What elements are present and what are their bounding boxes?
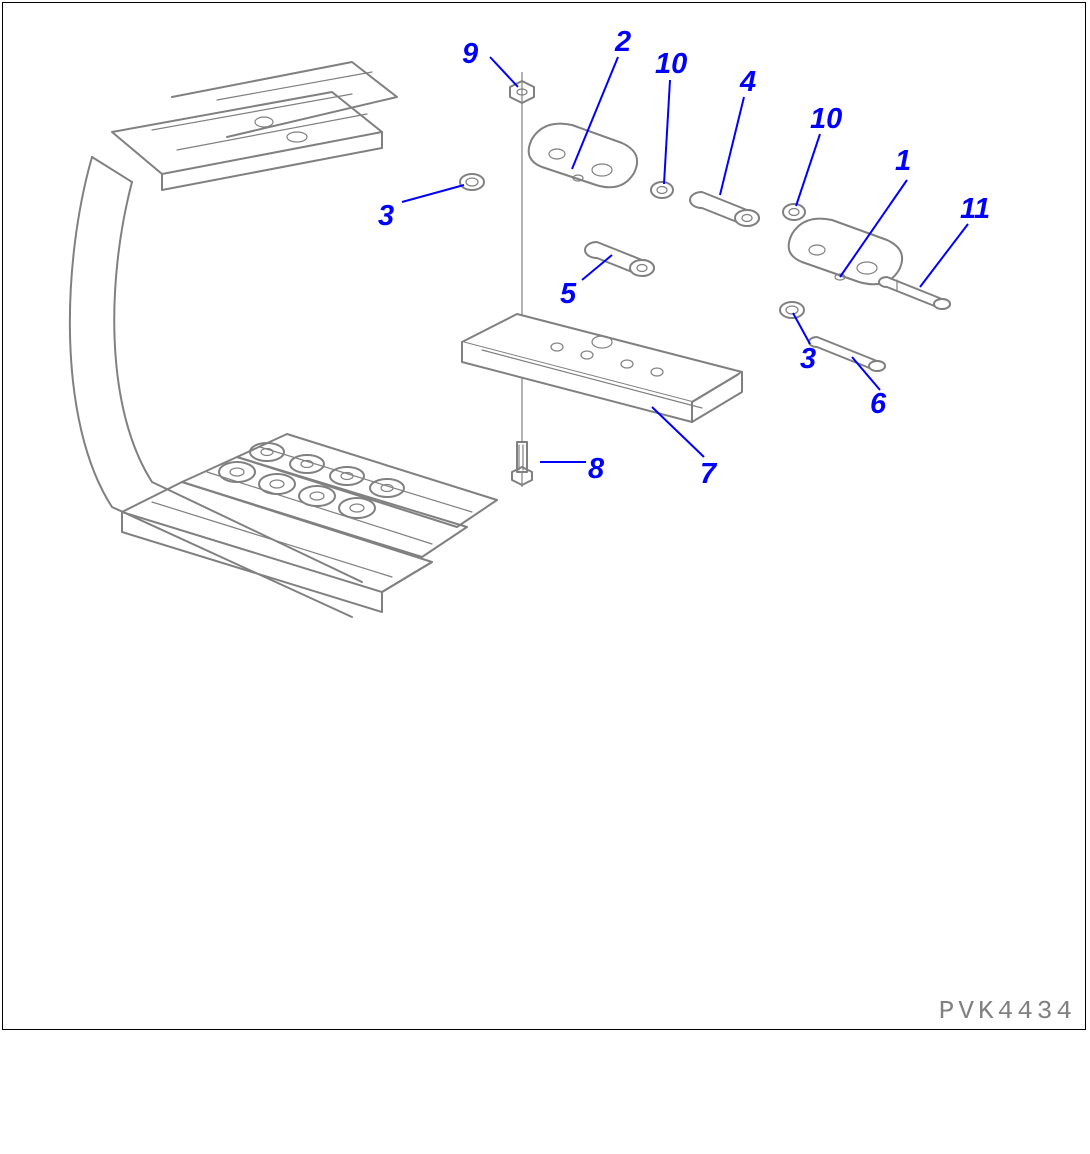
callout-2: 2 — [615, 28, 631, 57]
callout-4: 4 — [740, 68, 756, 97]
diagram-canvas: 1 2 3 3 4 5 6 7 8 9 10 10 11 PVK4434 — [0, 0, 1090, 1154]
callout-10b: 10 — [810, 105, 842, 134]
callout-3a: 3 — [378, 202, 394, 231]
callout-10a: 10 — [655, 50, 687, 79]
callout-5: 5 — [560, 280, 576, 309]
drawing-id: PVK4434 — [939, 996, 1076, 1026]
callout-1: 1 — [895, 147, 911, 176]
callout-7: 7 — [700, 460, 716, 489]
callout-6: 6 — [870, 390, 886, 419]
callout-9: 9 — [462, 40, 478, 69]
callout-11: 11 — [960, 195, 990, 224]
diagram-artwork — [2, 2, 1086, 1030]
callout-8: 8 — [588, 455, 604, 484]
callout-3b: 3 — [800, 345, 816, 374]
